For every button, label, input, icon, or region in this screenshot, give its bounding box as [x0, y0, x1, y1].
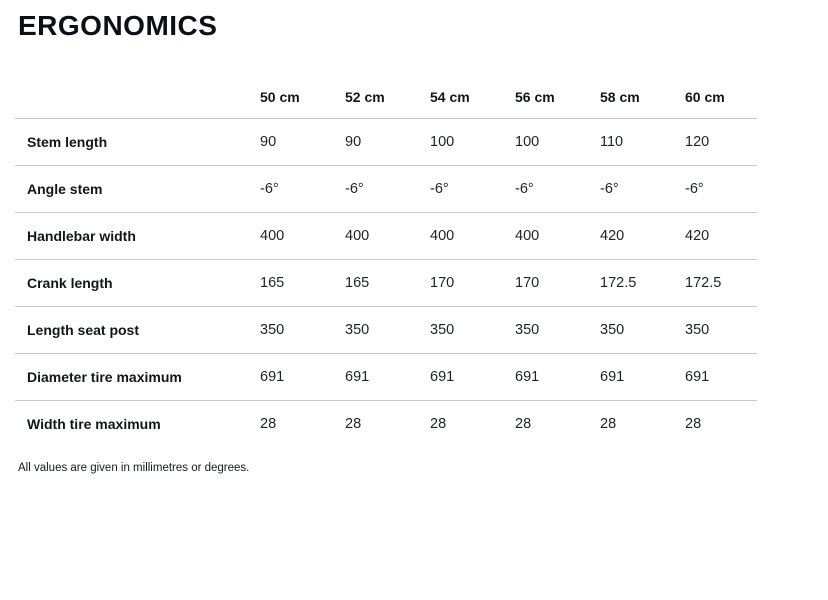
cell-value: 691 [345, 352, 430, 400]
column-header-50cm: 50 cm [260, 88, 300, 105]
page-title: ERGONOMICS [18, 10, 218, 41]
table-row-crank-length: Crank length 165 165 170 170 172.5 172.5 [15, 258, 757, 306]
cell-value: 691 [685, 352, 757, 400]
cell-value: 170 [430, 258, 515, 306]
cell-value: 28 [260, 399, 345, 447]
header-spacer-cell [15, 76, 260, 118]
cell-value: 350 [515, 305, 600, 353]
cell-value: 400 [260, 211, 345, 259]
table-row-stem-length: Stem length 90 90 100 100 110 120 [15, 117, 757, 165]
cell-value: 350 [345, 305, 430, 353]
cell-value: 691 [260, 352, 345, 400]
cell-value: 90 [345, 117, 430, 165]
cell-value: 400 [345, 211, 430, 259]
cell-value: 350 [600, 305, 685, 353]
cell-value: -6° [685, 164, 757, 212]
column-header-60cm: 60 cm [685, 88, 725, 105]
cell-value: 420 [600, 211, 685, 259]
table-row-diameter-tire-maximum: Diameter tire maximum 691 691 691 691 69… [15, 352, 757, 400]
cell-value: 691 [600, 352, 685, 400]
cell-value: 170 [515, 258, 600, 306]
cell-value: 28 [345, 399, 430, 447]
cell-value: -6° [260, 164, 345, 212]
cell-value: -6° [430, 164, 515, 212]
row-label: Length seat post [15, 305, 260, 353]
cell-value: 28 [685, 399, 757, 447]
cell-value: 165 [260, 258, 345, 306]
cell-value: 28 [430, 399, 515, 447]
row-label: Angle stem [15, 164, 260, 212]
cell-value: 172.5 [685, 258, 757, 306]
cell-value: -6° [600, 164, 685, 212]
table-row-angle-stem: Angle stem -6° -6° -6° -6° -6° -6° [15, 164, 757, 212]
row-label: Stem length [15, 117, 260, 165]
units-footnote: All values are given in millimetres or d… [18, 462, 250, 474]
column-header-54cm: 54 cm [430, 88, 470, 105]
cell-value: 350 [685, 305, 757, 353]
cell-value: 350 [260, 305, 345, 353]
cell-value: 110 [600, 117, 685, 165]
cell-value: -6° [345, 164, 430, 212]
cell-value: 28 [600, 399, 685, 447]
column-header-58cm: 58 cm [600, 88, 640, 105]
ergonomics-spec-table: 50 cm 52 cm 54 cm 56 cm 58 cm 60 cm Stem… [15, 76, 757, 447]
cell-value: 28 [515, 399, 600, 447]
cell-value: 350 [430, 305, 515, 353]
cell-value: 100 [515, 117, 600, 165]
cell-value: 165 [345, 258, 430, 306]
cell-value: 691 [430, 352, 515, 400]
table-header-row: 50 cm 52 cm 54 cm 56 cm 58 cm 60 cm [15, 76, 757, 118]
cell-value: 400 [430, 211, 515, 259]
column-header-56cm: 56 cm [515, 88, 555, 105]
cell-value: 100 [430, 117, 515, 165]
row-label: Diameter tire maximum [15, 352, 260, 400]
table-row-length-seat-post: Length seat post 350 350 350 350 350 350 [15, 305, 757, 353]
column-header-52cm: 52 cm [345, 88, 385, 105]
table-row-width-tire-maximum: Width tire maximum 28 28 28 28 28 28 [15, 399, 757, 447]
cell-value: 691 [515, 352, 600, 400]
cell-value: 172.5 [600, 258, 685, 306]
cell-value: 90 [260, 117, 345, 165]
cell-value: 120 [685, 117, 757, 165]
cell-value: -6° [515, 164, 600, 212]
row-label: Crank length [15, 258, 260, 306]
row-label: Handlebar width [15, 211, 260, 259]
table-row-handlebar-width: Handlebar width 400 400 400 400 420 420 [15, 211, 757, 259]
row-label: Width tire maximum [15, 399, 260, 447]
cell-value: 400 [515, 211, 600, 259]
cell-value: 420 [685, 211, 757, 259]
